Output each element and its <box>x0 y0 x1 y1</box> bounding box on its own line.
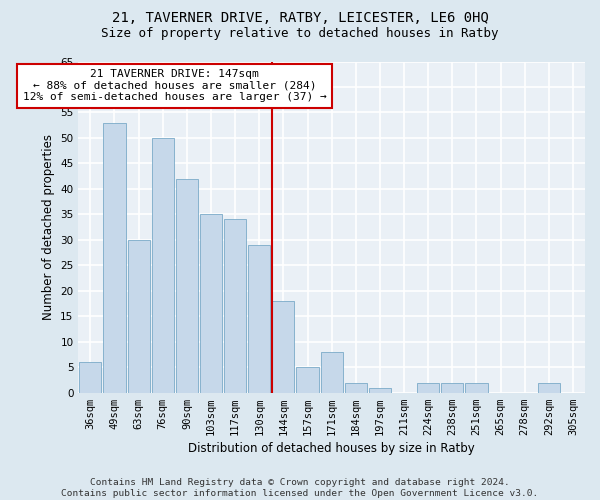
Bar <box>441 382 463 392</box>
Text: 21 TAVERNER DRIVE: 147sqm
← 88% of detached houses are smaller (284)
12% of semi: 21 TAVERNER DRIVE: 147sqm ← 88% of detac… <box>23 69 326 102</box>
Y-axis label: Number of detached properties: Number of detached properties <box>41 134 55 320</box>
Bar <box>296 367 319 392</box>
Bar <box>272 301 295 392</box>
Bar <box>200 214 222 392</box>
Bar <box>466 382 488 392</box>
Bar <box>128 240 150 392</box>
Bar <box>103 122 125 392</box>
Bar <box>344 382 367 392</box>
Bar <box>79 362 101 392</box>
X-axis label: Distribution of detached houses by size in Ratby: Distribution of detached houses by size … <box>188 442 475 455</box>
Bar <box>320 352 343 393</box>
Bar <box>176 178 198 392</box>
Bar <box>369 388 391 392</box>
Text: Contains HM Land Registry data © Crown copyright and database right 2024.
Contai: Contains HM Land Registry data © Crown c… <box>61 478 539 498</box>
Bar <box>248 245 271 392</box>
Text: 21, TAVERNER DRIVE, RATBY, LEICESTER, LE6 0HQ: 21, TAVERNER DRIVE, RATBY, LEICESTER, LE… <box>112 11 488 25</box>
Bar <box>152 138 174 392</box>
Bar <box>417 382 439 392</box>
Bar <box>224 220 246 392</box>
Text: Size of property relative to detached houses in Ratby: Size of property relative to detached ho… <box>101 28 499 40</box>
Bar <box>538 382 560 392</box>
